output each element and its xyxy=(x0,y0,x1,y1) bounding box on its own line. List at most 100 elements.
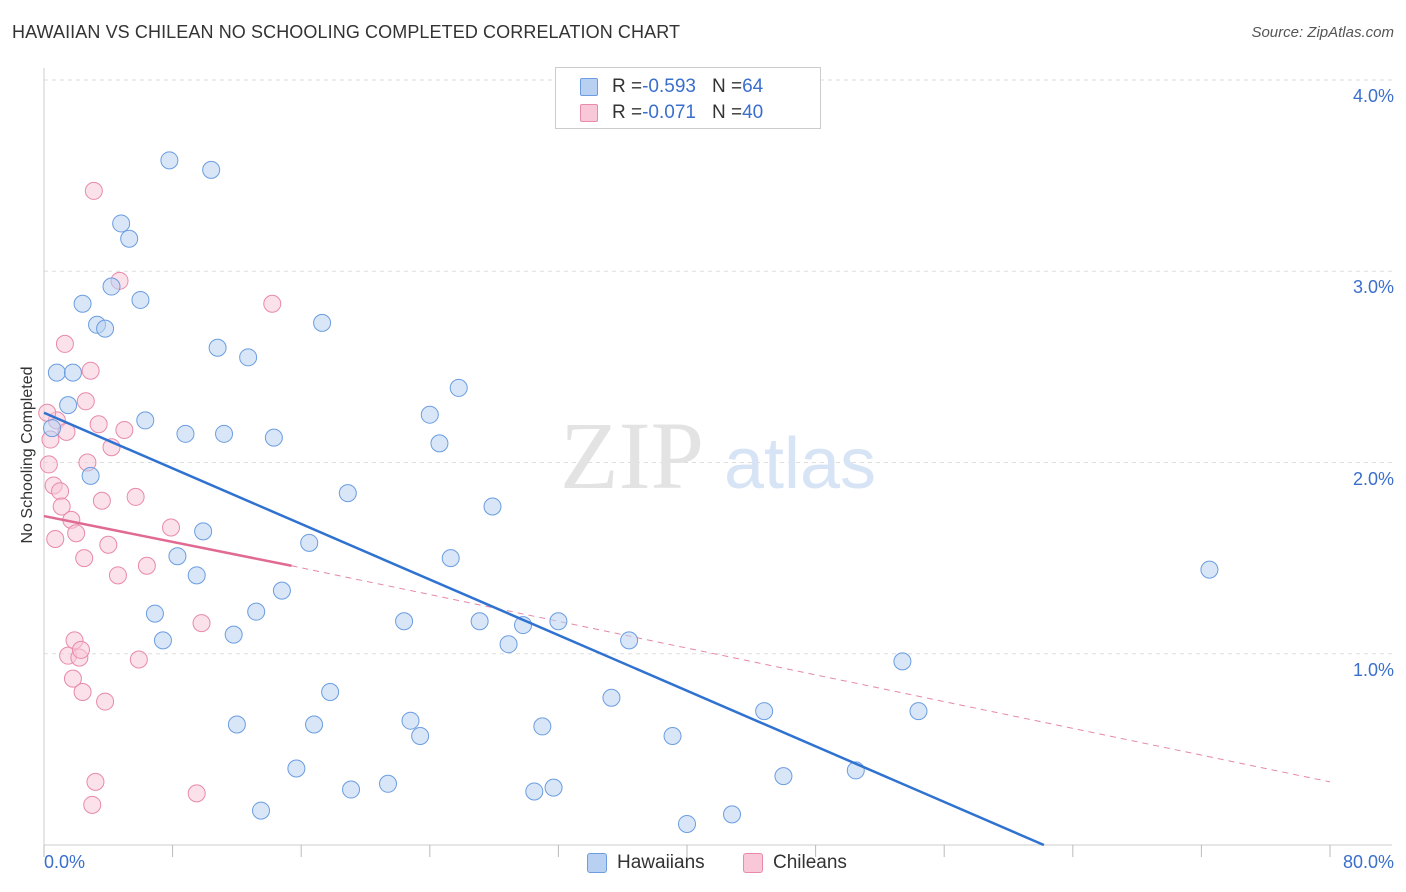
y-tick-label: 1.0% xyxy=(1352,659,1394,680)
hawaiians-point xyxy=(909,702,928,721)
series-legend: Hawaiians Chileans xyxy=(0,852,1406,878)
hawaiians-point xyxy=(430,434,449,453)
hawaiians-point xyxy=(215,424,234,443)
chileans-point xyxy=(161,518,180,537)
hawaiians-point xyxy=(59,396,78,415)
legend-row-hawaiians: R = -0.593 N = 64 xyxy=(580,75,763,99)
hawaiians-swatch xyxy=(580,78,598,96)
chileans-point xyxy=(84,181,103,200)
hawaiians-point xyxy=(774,767,793,786)
hawaiians-point xyxy=(272,581,291,600)
trend-lines xyxy=(291,565,1331,783)
hawaiians-point xyxy=(264,428,283,447)
hawaiians-point xyxy=(73,294,92,313)
r-label: R = xyxy=(612,76,643,97)
hawaiians-point xyxy=(663,726,682,745)
legend-label-hawaiians: Hawaiians xyxy=(617,852,705,873)
chileans-trend-dashed xyxy=(291,565,1331,783)
chileans-point xyxy=(115,420,134,439)
hawaiians-point xyxy=(202,160,221,179)
hawaiians-point xyxy=(224,625,243,644)
hawaiians-point xyxy=(411,726,430,745)
legend-item-hawaiians[interactable]: Hawaiians xyxy=(587,852,705,874)
chileans-point xyxy=(126,487,145,506)
hawaiians-point xyxy=(247,602,266,621)
hawaiians-point xyxy=(338,484,357,503)
hawaiians-trend-line xyxy=(43,411,1045,847)
hawaiians-legend-swatch xyxy=(587,853,607,873)
hawaiians-point xyxy=(395,612,414,631)
chileans-point xyxy=(89,415,108,434)
n-label: N = xyxy=(711,76,743,97)
hawaiians-point xyxy=(544,778,563,797)
hawaiians-point xyxy=(342,780,361,799)
hawaiians-point xyxy=(160,151,179,170)
hawaiians-point xyxy=(449,378,468,397)
y-tick-label: 2.0% xyxy=(1352,468,1394,489)
hawaiians-point xyxy=(136,411,155,430)
chileans-legend-swatch xyxy=(743,853,763,873)
n-label: N = xyxy=(711,102,743,123)
hawaiians-point xyxy=(227,715,246,734)
hawaiians-point xyxy=(313,313,332,332)
chileans-point xyxy=(63,669,82,688)
hawaiians-point xyxy=(63,363,82,382)
hawaiians-point xyxy=(81,466,100,485)
chileans-point xyxy=(81,361,100,380)
chileans-points xyxy=(38,181,282,814)
legend-label-chileans: Chileans xyxy=(773,852,847,873)
hawaiians-point xyxy=(379,774,398,793)
hawaiians-point xyxy=(499,635,518,654)
hawaiians-points xyxy=(43,151,1219,833)
chileans-swatch xyxy=(580,104,598,122)
legend-item-chileans[interactable]: Chileans xyxy=(743,852,847,874)
hawaiians-point xyxy=(893,652,912,671)
n-value: 64 xyxy=(742,76,764,97)
y-tick-label: 4.0% xyxy=(1352,86,1394,106)
chileans-point xyxy=(83,795,102,814)
chileans-point xyxy=(263,294,282,313)
chileans-point xyxy=(67,524,86,543)
hawaiians-point xyxy=(102,277,121,296)
hawaiians-point xyxy=(112,214,131,233)
hawaiians-point xyxy=(287,759,306,778)
r-value: -0.593 xyxy=(642,76,696,97)
watermark-atlas: atlas xyxy=(724,424,876,504)
hawaiians-point xyxy=(145,604,164,623)
hawaiians-point xyxy=(678,814,696,833)
hawaiians-point xyxy=(208,338,227,357)
watermark: ZIP atlas xyxy=(560,402,876,509)
chileans-point xyxy=(38,403,57,422)
hawaiians-point xyxy=(533,717,552,736)
n-value: 40 xyxy=(742,102,764,123)
hawaiians-point xyxy=(401,711,420,730)
chileans-point xyxy=(76,392,95,411)
chileans-point xyxy=(51,482,70,501)
chileans-point xyxy=(108,566,127,585)
chileans-point xyxy=(73,683,92,701)
hawaiians-point xyxy=(723,805,742,824)
hawaiians-point xyxy=(420,405,439,424)
hawaiians-point xyxy=(305,715,324,734)
hawaiians-point xyxy=(602,688,621,707)
hawaiians-point xyxy=(441,549,460,568)
hawaiians-point xyxy=(525,782,544,801)
hawaiians-point xyxy=(120,229,139,248)
hawaiians-point xyxy=(755,702,774,721)
hawaiians-point xyxy=(470,612,489,631)
chileans-point xyxy=(39,455,58,474)
chileans-point xyxy=(71,640,90,659)
hawaiians-point xyxy=(43,419,62,438)
chileans-point xyxy=(96,692,115,711)
hawaiians-point xyxy=(549,612,568,631)
trend-lines-solid xyxy=(43,411,1045,847)
hawaiians-point xyxy=(300,533,319,552)
chart-title: HAWAIIAN VS CHILEAN NO SCHOOLING COMPLET… xyxy=(12,22,681,42)
hawaiians-point xyxy=(47,363,66,382)
correlation-legend: R = -0.593 N = 64 R = -0.071 N = 40 xyxy=(555,67,821,129)
hawaiians-point xyxy=(620,631,639,650)
hawaiians-point xyxy=(1200,560,1219,579)
chileans-point xyxy=(192,614,211,633)
chileans-point xyxy=(129,650,148,669)
